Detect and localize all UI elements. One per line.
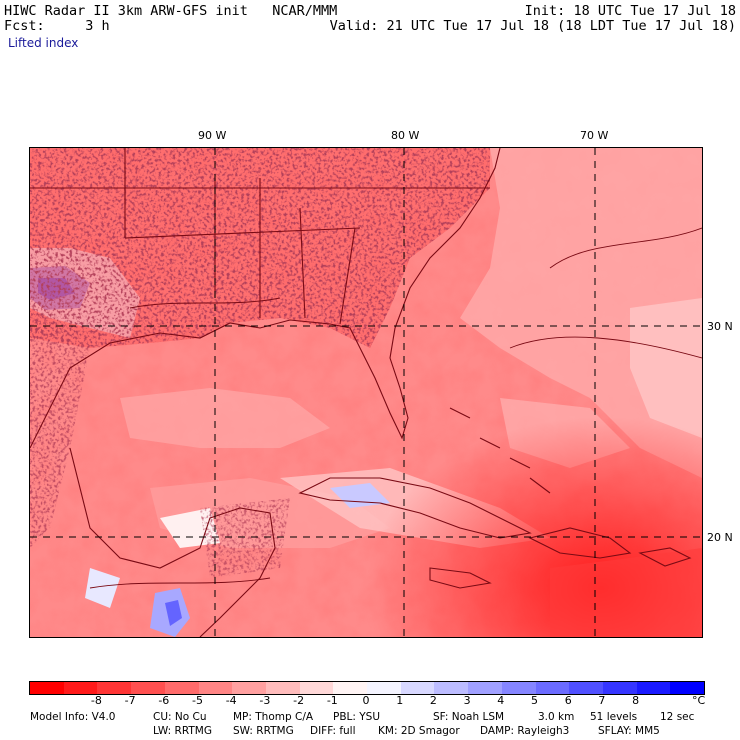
colorbar-cell [299, 682, 334, 694]
colorbar-cell [63, 682, 98, 694]
footer-resolution: 3.0 km [538, 711, 575, 723]
colorbar-ticks: -8 -7 -6 -5 -4 -3 -2 -1 0 1 2 3 4 5 6 7 8 [29, 694, 703, 708]
gulf-coastline [30, 148, 501, 449]
hispaniola-coastline [528, 527, 632, 559]
yucatan-coastline [69, 447, 276, 637]
colorbar-cell [131, 682, 165, 694]
footer-km: KM: 2D Smagor [378, 725, 460, 737]
colorbar [29, 681, 705, 695]
lat-label-30n: 30 N [707, 320, 733, 333]
colorbar-cell [164, 682, 199, 694]
colorbar-tick-label: -2 [293, 694, 305, 707]
field-name: Lifted index [8, 36, 79, 50]
colorbar-cell [670, 682, 705, 694]
colorbar-tick-label: -4 [225, 694, 237, 707]
colorbar-cell [468, 682, 502, 694]
footer-lw: LW: RRTMG [153, 725, 212, 737]
footer-pbl: PBL: YSU [333, 711, 381, 723]
colorbar-tick-label: -6 [158, 694, 170, 707]
colorbar-cell [198, 682, 233, 694]
colorbar-cell [400, 682, 435, 694]
footer-model-info: Model Info: V4.0 [30, 711, 116, 723]
model-title: HIWC Radar II 3km ARW-GFS init NCAR/MMM [4, 3, 338, 19]
colorbar-tick-label: 4 [497, 694, 505, 707]
footer-levels: 51 levels [590, 711, 638, 723]
colorbar-cell [367, 682, 401, 694]
colorbar-tick-label: 5 [531, 694, 538, 707]
colorbar-cell [636, 682, 671, 694]
colorbar-tick-label: 6 [564, 694, 572, 707]
colorbar-cell [265, 682, 300, 694]
colorbar-tick-label: 7 [598, 694, 606, 707]
colorbar-tick-label: 0 [362, 694, 370, 707]
footer-cu: CU: No Cu [153, 711, 207, 723]
lifted-index-map [29, 147, 703, 638]
footer-sf: SF: Noah LSM [433, 711, 505, 723]
state-borders [30, 148, 490, 325]
colorbar-cell [569, 682, 603, 694]
colorbar-tick-label: -8 [90, 694, 102, 707]
bahamas-islands [449, 407, 551, 494]
valid-time: Valid: 21 UTC Tue 17 Jul 18 (18 LDT Tue … [329, 18, 736, 34]
footer-damp: DAMP: Rayleigh3 [480, 725, 570, 737]
colorbar-tick-label: 8 [632, 694, 640, 707]
lon-label-80w: 80 W [391, 129, 420, 142]
init-time: Init: 18 UTC Tue 17 Jul 18 [524, 3, 736, 19]
footer-diff: DIFF: full [310, 725, 356, 737]
colorbar-cell [434, 682, 469, 694]
colorbar-tick-label: 1 [396, 694, 404, 707]
colorbar-tick-label: -1 [326, 694, 338, 707]
forecast-hour: Fcst: 3 h [4, 18, 110, 34]
colorbar-cell [30, 682, 64, 694]
colorbar-tick-label: 3 [463, 694, 471, 707]
colorbar-tick-label: -5 [192, 694, 203, 707]
colorbar-tick-label: -3 [259, 694, 271, 707]
colorbar-cell [333, 682, 368, 694]
contour-lines [89, 227, 702, 589]
lon-label-70w: 70 W [580, 129, 609, 142]
footer-mp: MP: Thomp C/A [233, 711, 314, 723]
colorbar-unit: °C [692, 694, 706, 707]
colorbar-cell [602, 682, 637, 694]
lat-label-20n: 20 N [707, 531, 733, 544]
lon-label-90w: 90 W [198, 129, 227, 142]
footer-sw: SW: RRTMG [233, 725, 294, 737]
footer-timestep: 12 sec [660, 711, 695, 723]
colorbar-cell [501, 682, 536, 694]
colorbar-tick-label: -7 [124, 694, 136, 707]
colorbar-cell [535, 682, 570, 694]
colorbar-cell [232, 682, 266, 694]
footer-sflay: SFLAY: MM5 [598, 725, 660, 737]
cuba-coastline [298, 477, 532, 539]
colorbar-cell [97, 682, 132, 694]
colorbar-tick-label: 2 [429, 694, 437, 707]
